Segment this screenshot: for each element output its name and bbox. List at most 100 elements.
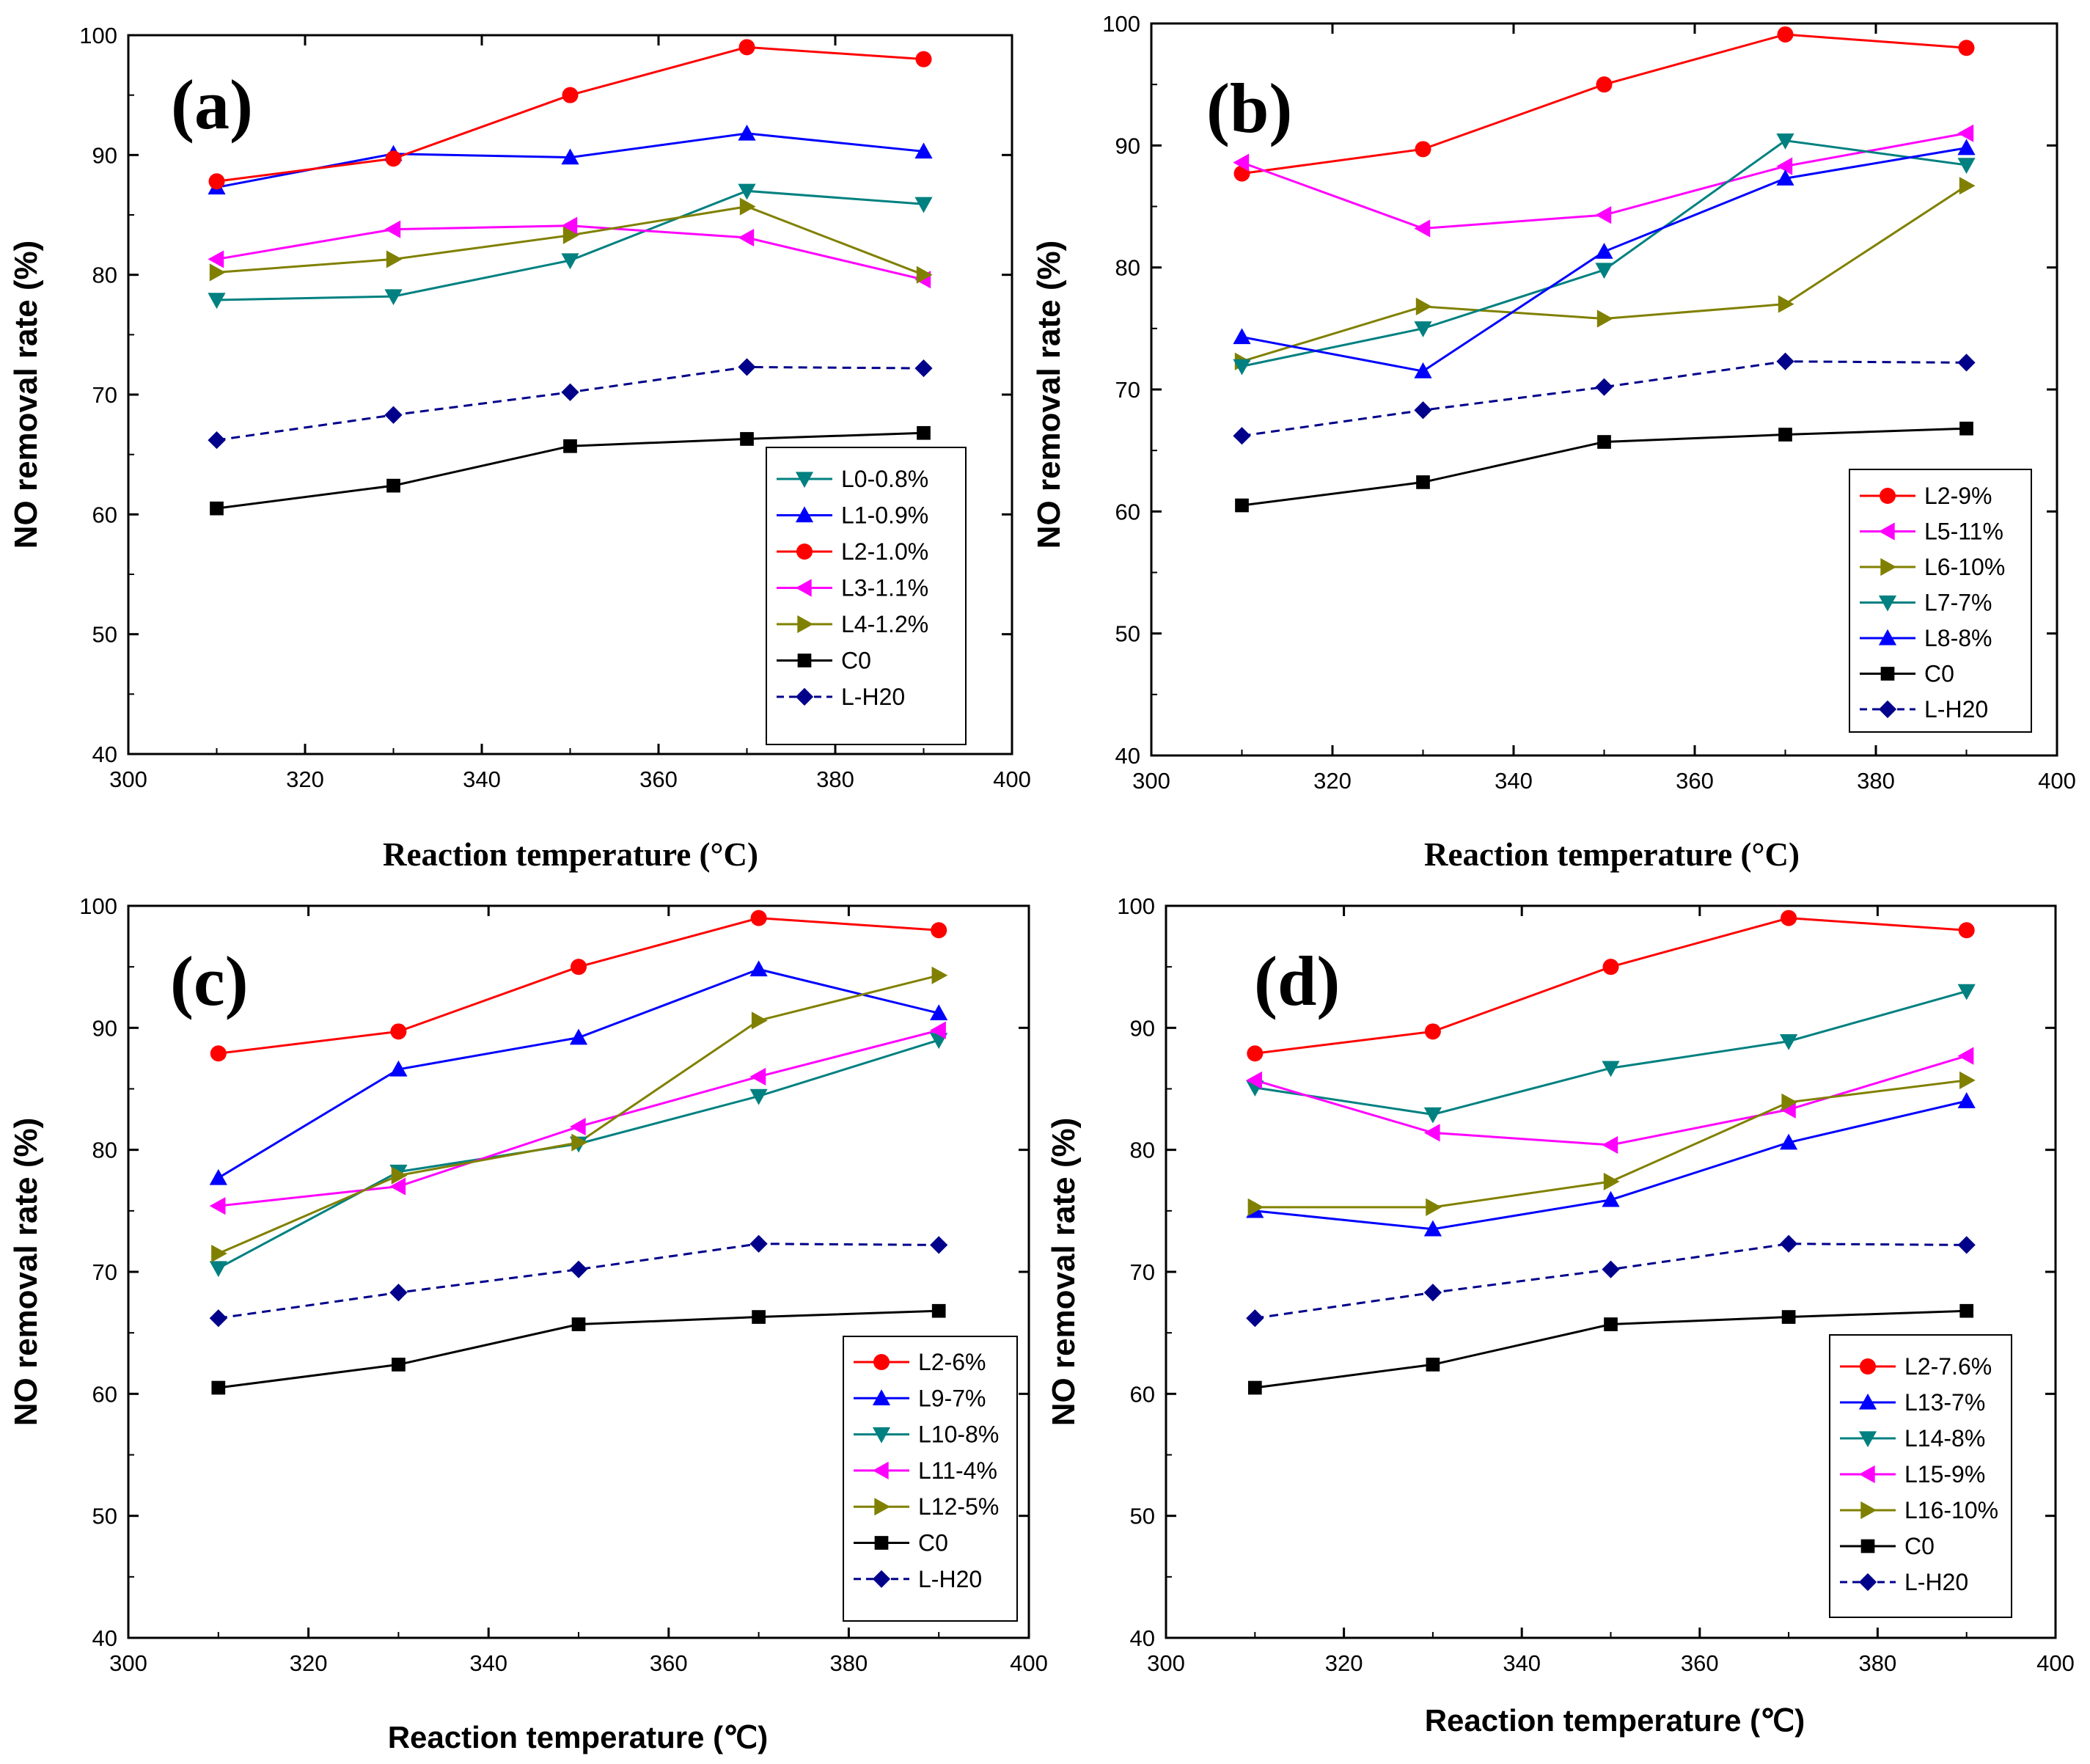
legend-label: L13-7% [1904, 1389, 1985, 1416]
data-point [1423, 1107, 1442, 1124]
series-line-L-H20 [218, 1243, 939, 1320]
legend-marker [1878, 595, 1897, 612]
data-point [751, 1011, 768, 1030]
legend-marker [1858, 1431, 1877, 1448]
data-point [561, 383, 579, 401]
y-tick-label: 50 [1115, 621, 1140, 647]
legend-label: C0 [918, 1530, 948, 1556]
data-point [563, 439, 577, 453]
data-point [1233, 153, 1250, 172]
y-tick-label: 70 [92, 1259, 117, 1285]
data-point [208, 293, 226, 310]
series-line-L8-8% [1242, 147, 1967, 373]
data-point [1776, 352, 1794, 370]
x-tick-label: 360 [1681, 1650, 1719, 1676]
data-point [739, 197, 756, 216]
y-tick-label: 70 [92, 382, 117, 408]
legend-label: L-H20 [1904, 1569, 1968, 1595]
legend-marker [873, 1354, 890, 1370]
data-point [569, 1260, 588, 1278]
data-point [1414, 321, 1432, 337]
panel-label: (c) [170, 942, 249, 1020]
legend-marker [1858, 1393, 1877, 1410]
legend-label: L16-10% [1904, 1497, 1998, 1523]
panel-label: (d) [1254, 942, 1340, 1020]
x-tick-label: 340 [1495, 768, 1533, 794]
legend-marker [874, 1536, 889, 1550]
data-point [1602, 1190, 1620, 1207]
data-point [1426, 1198, 1442, 1216]
data-point [1595, 206, 1612, 224]
data-point [752, 1310, 766, 1324]
data-point [211, 1380, 226, 1395]
legend-label: L7-7% [1924, 590, 1992, 616]
legend-label: L11-4% [918, 1457, 997, 1484]
legend-label: L15-9% [1904, 1461, 1985, 1487]
data-point [1414, 219, 1431, 238]
x-tick-label: 380 [1859, 1650, 1897, 1676]
y-tick-label: 90 [1115, 133, 1140, 158]
data-point [1414, 362, 1432, 378]
x-tick-label: 380 [830, 1650, 868, 1676]
data-point [738, 39, 755, 56]
legend-marker [795, 687, 814, 706]
y-tick-label: 80 [1130, 1138, 1155, 1163]
data-point [1596, 76, 1613, 93]
legend-marker [1860, 1358, 1876, 1375]
x-axis-label: Reaction temperature (℃) [1425, 1703, 1805, 1738]
data-point [1781, 1093, 1798, 1111]
legend-label: L-H20 [1924, 696, 1988, 722]
legend-marker [1878, 522, 1895, 541]
data-point [914, 359, 933, 378]
data-point [1423, 1124, 1440, 1142]
data-point [1959, 177, 1976, 195]
x-tick-label: 340 [1503, 1650, 1541, 1676]
x-tick-label: 300 [1132, 768, 1170, 794]
series-line-L13-7% [1255, 1099, 1968, 1231]
y-axis-label: NO removal rate (%) [1031, 241, 1067, 549]
data-point [1233, 328, 1251, 345]
data-point [1603, 1172, 1620, 1191]
data-point [1235, 498, 1249, 513]
data-point [1957, 158, 1976, 175]
data-point [571, 1133, 588, 1152]
data-point [1959, 421, 1973, 436]
legend-label: L3-1.1% [841, 575, 928, 601]
data-point [1602, 1061, 1620, 1077]
data-point [931, 1303, 946, 1318]
legend-marker [1860, 1501, 1877, 1520]
data-point [1416, 475, 1430, 489]
y-tick-label: 100 [79, 23, 117, 48]
x-tick-label: 360 [1676, 768, 1714, 794]
data-point [209, 1197, 226, 1215]
series-line-L12-5% [218, 974, 939, 1255]
x-axis-label: Reaction temperature (°C) [383, 836, 758, 873]
data-point [1781, 910, 1797, 926]
data-point [1595, 242, 1613, 259]
data-point [1958, 40, 1975, 56]
data-point [738, 124, 756, 141]
legend-label: L2-7.6% [1904, 1353, 1992, 1380]
legend-label: L12-5% [918, 1493, 999, 1520]
data-point [749, 960, 768, 977]
data-point [1781, 1310, 1796, 1324]
legend-label: L-H20 [841, 684, 905, 710]
data-point [738, 183, 756, 200]
data-point [1424, 1023, 1441, 1040]
data-point [1780, 1133, 1798, 1150]
data-point [389, 1060, 408, 1077]
data-point [914, 142, 933, 159]
data-point [931, 966, 948, 984]
data-point [917, 425, 931, 440]
data-point [1957, 354, 1976, 372]
y-tick-label: 70 [1115, 377, 1140, 403]
data-point [210, 501, 224, 516]
data-point [1415, 141, 1431, 158]
legend-label: L5-11% [1924, 519, 2003, 545]
y-tick-label: 100 [1102, 11, 1140, 37]
legend-marker [796, 544, 813, 560]
legend-marker [1858, 1465, 1875, 1484]
data-point [738, 228, 755, 247]
data-point [1233, 359, 1251, 376]
data-point [1595, 263, 1613, 279]
